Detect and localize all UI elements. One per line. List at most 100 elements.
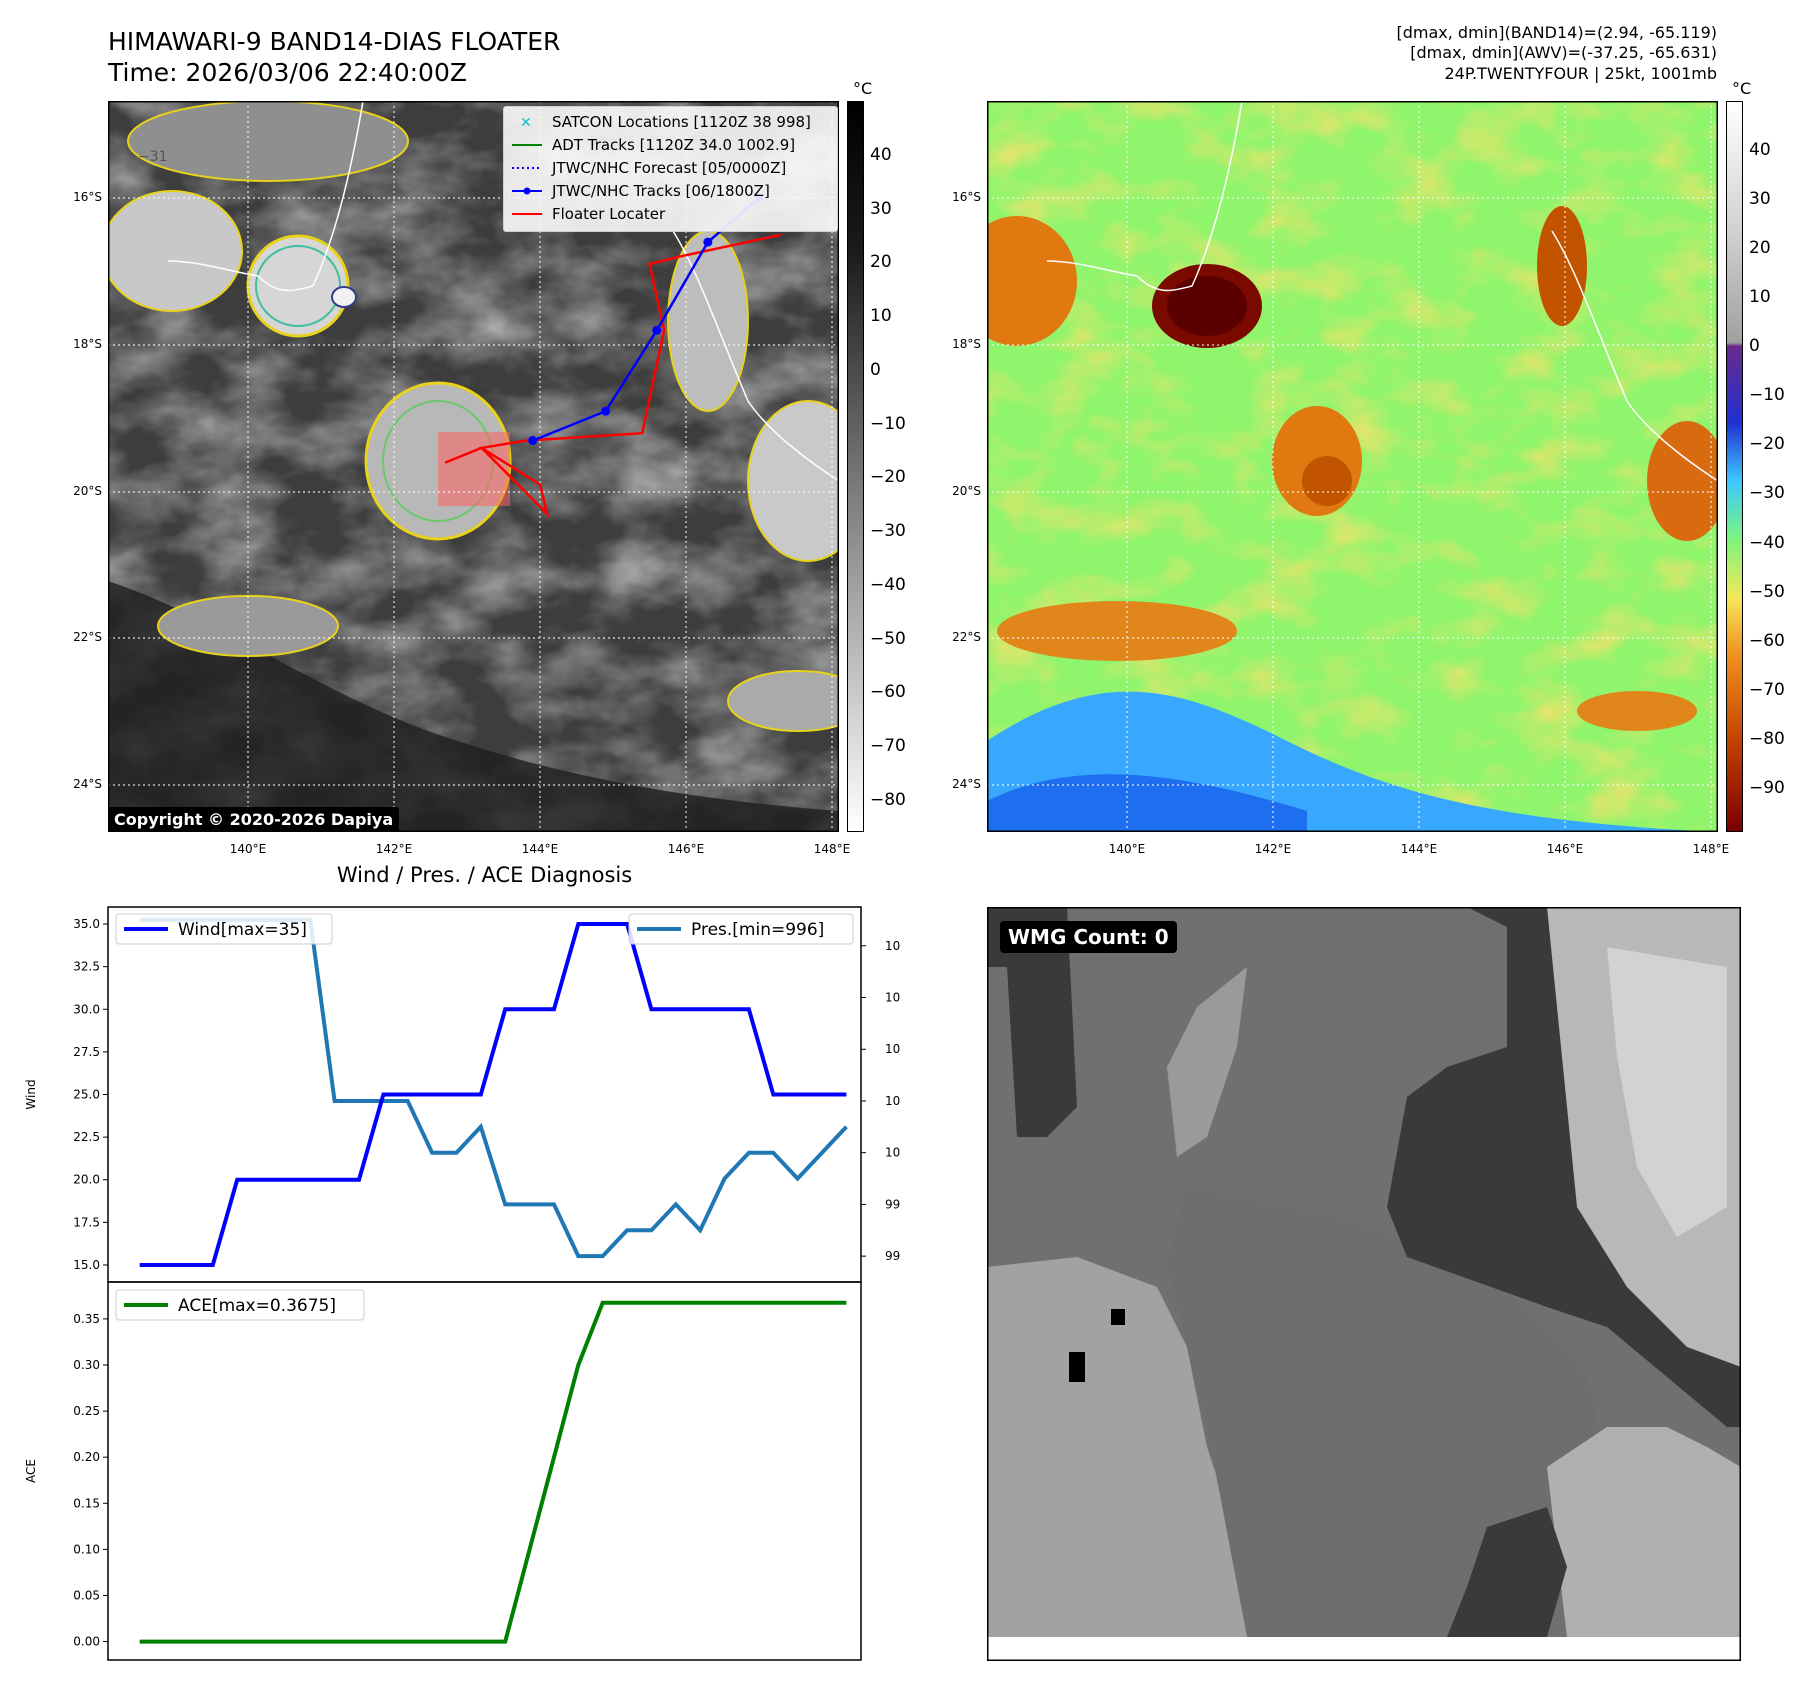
wind-tick-label: 30.0: [73, 1002, 100, 1016]
ir-colorbar: [847, 101, 864, 832]
diagnosis-chart: 35.0 32.5 30.0 27.5 25.0 22.5 20.0 17.5 15.0 1008…: [24, 906, 900, 1661]
legend-item: JTWC/NHC Tracks [06/1800Z]: [510, 179, 831, 202]
lat-tick-label: 16°S: [73, 190, 102, 204]
colorbar-tick-label: 0: [870, 359, 881, 380]
lat-tick-label: 16°S: [952, 190, 981, 204]
diag-title: Wind / Pres. / ACE Diagnosis: [336, 863, 633, 887]
ace-legend: ACE[max=0.3675]: [115, 1289, 365, 1321]
colorbar-tick-label: −20: [1749, 434, 1785, 455]
legend-swatch: [512, 143, 542, 146]
legend-label: JTWC/NHC Tracks [06/1800Z]: [552, 181, 770, 200]
legend-swatch: [512, 187, 542, 194]
x-icon: ✕: [520, 115, 532, 129]
wind-axis-label: Wind: [24, 1079, 38, 1109]
ace-line: [139, 1300, 847, 1644]
pressure-tick-label: 1004: [885, 1042, 900, 1056]
svg-text:✕: ✕: [520, 115, 532, 129]
colorbar-tick-label: −40: [870, 574, 906, 595]
colorbar-tick-label: −50: [870, 628, 906, 649]
ace-axis-label: ACE: [24, 1459, 38, 1483]
lat-tick-label: 20°S: [73, 484, 102, 498]
colorbar-tick-label: 0: [1749, 336, 1760, 357]
ace-tick-label: 0.05: [73, 1588, 100, 1602]
colorbar-tick-label: −10: [870, 413, 906, 434]
colorbar-tick-label: −30: [1749, 483, 1785, 504]
colorbar-tick-label: −60: [1749, 630, 1785, 651]
pressure-tick-label: 1000: [885, 1146, 900, 1160]
colorbar-tick-label: −20: [870, 467, 906, 488]
pressure-tick-label: 1002: [885, 1094, 900, 1108]
lon-tick-label: 142°E: [375, 842, 413, 856]
awv-colorbar: [1726, 101, 1743, 832]
wmg-count-badge: WMG Count: 0: [1000, 921, 1177, 953]
wind-tick-label: 32.5: [73, 960, 100, 974]
lon-tick-label: 148°E: [813, 842, 851, 856]
lat-tick-label: 22°S: [952, 630, 981, 644]
lon-tick-label: 140°E: [229, 842, 267, 856]
legend-swatch: [512, 212, 542, 215]
lon-tick-label: 144°E: [1400, 842, 1438, 856]
legend-item: ADT Tracks [1120Z 34.0 1002.9]: [510, 133, 831, 156]
chart-title: HIMAWARI-9 BAND14-DIAS FLOATER: [108, 27, 561, 56]
colorbar-tick-label: −40: [1749, 532, 1785, 553]
pressure-tick-label: 1006: [885, 991, 900, 1005]
legend-label: SATCON Locations [1120Z 38 998]: [552, 112, 811, 131]
lon-tick-label: 148°E: [1692, 842, 1730, 856]
storm-info: 24P.TWENTYFOUR | 25kt, 1001mb: [1444, 64, 1717, 83]
awv-colorbar-unit: °C: [1732, 79, 1752, 98]
colorbar-tick-label: −70: [1749, 679, 1785, 700]
wind-pres-frame: [107, 906, 862, 1283]
chart-time: Time: 2026/03/06 22:40:00Z: [108, 58, 467, 87]
colorbar-tick-label: 40: [870, 144, 892, 165]
floater-track: [444, 233, 782, 519]
ace-tick-label: 0.30: [73, 1358, 100, 1372]
track-point: [652, 325, 662, 335]
wind-line: [139, 922, 847, 1267]
wind-tick-label: 25.0: [73, 1088, 100, 1102]
track-point: [601, 406, 611, 416]
colorbar-tick-label: 10: [1749, 287, 1771, 308]
lat-tick-label: 24°S: [952, 777, 981, 791]
wind-legend: Wind[max=35]: [115, 913, 333, 945]
wind-tick-label: 27.5: [73, 1045, 100, 1059]
lat-tick-label: 20°S: [952, 484, 981, 498]
copyright-badge: Copyright © 2020-2026 Dapiya: [108, 807, 400, 832]
ace-tick-label: 0.10: [73, 1542, 100, 1556]
pressure-tick-label: 998: [885, 1197, 900, 1211]
colorbar-tick-label: −50: [1749, 581, 1785, 602]
colorbar-tick-label: −10: [1749, 385, 1785, 406]
lon-tick-label: 146°E: [1546, 842, 1584, 856]
awv-map: [987, 101, 1718, 832]
contour-label: −31: [138, 149, 168, 165]
colorbar-tick-label: −30: [870, 521, 906, 541]
ace-tick-label: 0.35: [73, 1312, 100, 1326]
colorbar-tick-label: −80: [1749, 728, 1785, 749]
pressure-legend: Pres.[min=996]: [628, 913, 854, 945]
legend-swatch: [512, 166, 542, 169]
lon-tick-label: 146°E: [667, 842, 705, 856]
legend-label: Pres.[min=996]: [691, 920, 824, 940]
lon-tick-label: 142°E: [1254, 842, 1292, 856]
lat-tick-label: 22°S: [73, 630, 102, 644]
colorbar-tick-label: 30: [870, 198, 892, 219]
colorbar-tick-label: −70: [870, 736, 906, 756]
colorbar-tick-label: 10: [870, 306, 892, 326]
colorbar-tick-label: 20: [1749, 238, 1771, 259]
pressure-line: [139, 917, 848, 1259]
lat-tick-label: 24°S: [73, 777, 102, 791]
ace-frame: [107, 1281, 862, 1661]
colorbar-tick-label: −80: [870, 789, 906, 810]
wind-tick-label: 17.5: [73, 1215, 100, 1229]
pressure-tick-label: 996: [885, 1249, 900, 1263]
legend-label: JTWC/NHC Forecast [05/0000Z]: [552, 158, 787, 177]
colorbar-tick-label: −90: [1749, 777, 1785, 798]
colorbar-tick-label: 20: [870, 252, 892, 273]
wind-tick-label: 22.5: [73, 1130, 100, 1144]
colorbar-tick-label: −60: [870, 682, 906, 703]
wind-tick-label: 20.0: [73, 1173, 100, 1187]
wmg-map: [987, 907, 1741, 1661]
colorbar-tick-label: 30: [1749, 189, 1771, 210]
ace-tick-label: 0.25: [73, 1404, 100, 1418]
wind-tick-label: 15.0: [73, 1258, 100, 1272]
legend-label: Floater Locater: [552, 204, 666, 223]
